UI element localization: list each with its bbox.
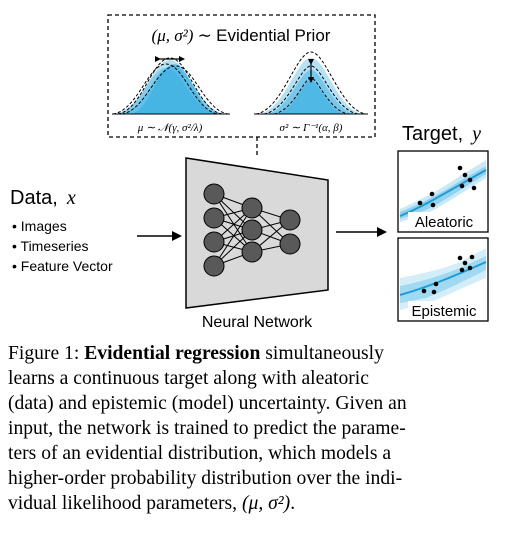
mu-prior-label: μ ∼ 𝒩(γ, σ²/λ) — [137, 122, 203, 134]
caption-prefix: Figure 1: — [8, 343, 85, 364]
caption-line-4: input, the network is trained to predict… — [8, 418, 406, 439]
input-item-images: • Images — [12, 218, 67, 234]
sigma-prior-label: σ² ∼ Γ⁻¹(α, β) — [280, 122, 343, 134]
caption-line-7: vidual likelihood parameters, (μ, σ²). — [8, 491, 511, 516]
prior-title: (μ, σ²) ∼ Evidential Prior — [152, 26, 331, 45]
network-label: Neural Network — [202, 314, 313, 330]
input-item-timeseries: • Timeseries — [12, 238, 88, 254]
caption-line-3: (data) and epistemic (model) uncertainty… — [8, 393, 407, 414]
caption-line-1: Figure 1: Evidential regression simultan… — [8, 341, 511, 366]
sigma-prior-plot: σ² ∼ Γ⁻¹(α, β) — [254, 51, 368, 134]
caption-line1-rest: simultaneously — [260, 343, 384, 364]
input-title-var: x — [66, 187, 76, 209]
epistemic-panel: Epistemic — [397, 237, 489, 322]
input-title-text: Data, — [10, 187, 58, 209]
caption-line7-text: vidual likelihood parameters, — [8, 493, 242, 514]
caption-line7-end: . — [290, 493, 296, 514]
mu-prior-plot: μ ∼ 𝒩(γ, σ²/λ) — [112, 56, 230, 134]
prior-title-math: (μ, σ²) — [152, 26, 194, 45]
target-title-var: y — [470, 123, 481, 145]
caption-line-5: ters of an evidential distribution, whic… — [8, 443, 392, 464]
input-item-feature-vector: • Feature Vector — [12, 258, 113, 274]
aleatoric-label: Aleatoric — [415, 214, 474, 231]
network-nodes — [203, 183, 301, 277]
target-title-text: Target, — [402, 123, 463, 145]
evidential-regression-figure: (μ, σ²) ∼ Evidential Prior μ ∼ 𝒩(γ, σ²/λ… — [10, 14, 489, 330]
input-title: Data, x — [10, 187, 76, 209]
neural-network — [185, 157, 329, 309]
caption-bold: Evidential regression — [84, 343, 261, 364]
prior-title-sep: ∼ — [198, 26, 212, 45]
prior-box — [107, 14, 376, 138]
caption-line-2: learns a continuous target along with al… — [8, 368, 369, 389]
target-title: Target, y — [402, 123, 481, 145]
caption-line-6: higher-order probability distribution ov… — [8, 468, 403, 489]
aleatoric-panel: Aleatoric — [397, 150, 489, 233]
prior-title-text: Evidential Prior — [216, 26, 331, 45]
epistemic-label: Epistemic — [411, 303, 477, 320]
figure-caption: Figure 1: Evidential regression simultan… — [8, 341, 511, 516]
caption-line7-math: (μ, σ²) — [241, 493, 291, 514]
